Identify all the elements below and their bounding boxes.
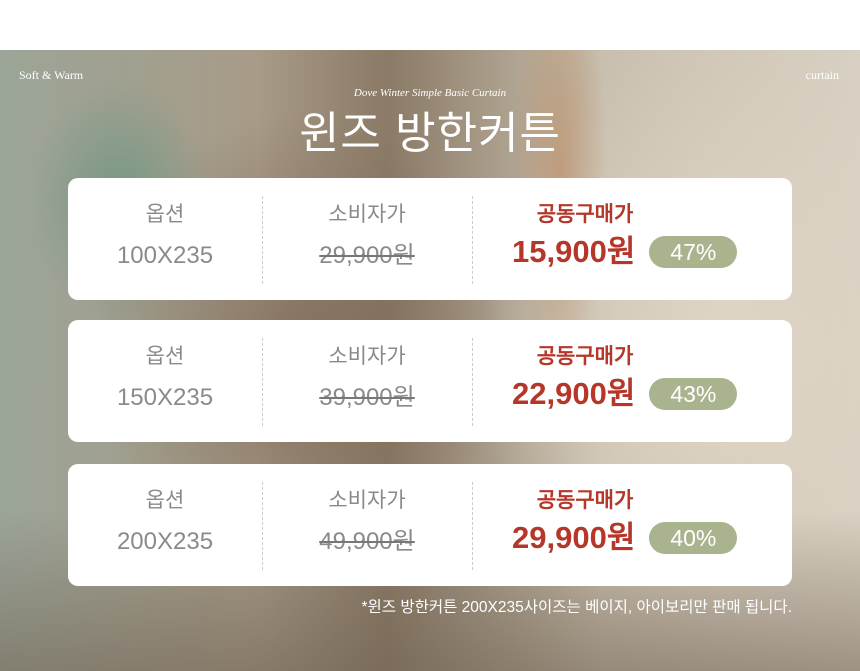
option-column: 옵션 100X235 <box>68 178 262 300</box>
group-label: 공동구매가 <box>536 345 634 368</box>
option-column: 옵션 200X235 <box>68 464 262 586</box>
retail-label: 소비자가 <box>328 489 406 512</box>
tagline-left: Soft & Warm <box>19 68 84 82</box>
group-price-row: 15,900원 47% <box>512 234 792 270</box>
group-column: 공동구매가 22,900원 43% <box>472 320 792 442</box>
retail-price: 29,900원 <box>319 242 415 269</box>
retail-column: 소비자가 39,900원 <box>262 320 472 442</box>
subtitle: Dove Winter Simple Basic Curtain <box>353 87 507 99</box>
discount-badge: 43% <box>649 378 738 410</box>
footnote: *윈즈 방한커튼 200X235사이즈는 베이지, 아이보리만 판매 됩니다. <box>361 599 792 616</box>
discount-badge: 40% <box>649 522 738 554</box>
group-price: 15,900원 <box>512 234 636 269</box>
divider <box>472 196 473 284</box>
retail-price: 39,900원 <box>319 384 415 411</box>
retail-label: 소비자가 <box>328 345 406 368</box>
option-label: 옵션 <box>145 345 185 368</box>
divider <box>262 482 263 570</box>
retail-price: 49,900원 <box>319 528 415 555</box>
retail-column: 소비자가 29,900원 <box>262 178 472 300</box>
discount-badge: 47% <box>649 236 738 268</box>
option-column: 옵션 150X235 <box>68 320 262 442</box>
divider <box>472 338 473 426</box>
divider <box>472 482 473 570</box>
group-price-row: 29,900원 40% <box>512 520 792 556</box>
group-label: 공동구매가 <box>536 203 634 226</box>
group-price-row: 22,900원 43% <box>512 376 792 412</box>
divider <box>262 338 263 426</box>
divider <box>262 196 263 284</box>
retail-column: 소비자가 49,900원 <box>262 464 472 586</box>
option-size: 100X235 <box>116 242 214 269</box>
group-price: 22,900원 <box>512 376 636 411</box>
option-label: 옵션 <box>145 203 185 226</box>
price-card: 옵션 200X235 소비자가 49,900원 공동구매가 29,900원 40… <box>68 464 792 586</box>
price-card: 옵션 150X235 소비자가 39,900원 공동구매가 22,900원 43… <box>68 320 792 442</box>
option-size: 150X235 <box>116 384 214 411</box>
group-label: 공동구매가 <box>536 489 634 512</box>
group-column: 공동구매가 15,900원 47% <box>472 178 792 300</box>
group-column: 공동구매가 29,900원 40% <box>472 464 792 586</box>
price-card: 옵션 100X235 소비자가 29,900원 공동구매가 15,900원 47… <box>68 178 792 300</box>
retail-label: 소비자가 <box>328 203 406 226</box>
group-price: 29,900원 <box>512 520 636 555</box>
tagline-right: curtain <box>805 68 839 82</box>
option-size: 200X235 <box>116 528 214 555</box>
page-title: 윈즈 방한커튼 <box>298 109 562 158</box>
option-label: 옵션 <box>145 489 185 512</box>
